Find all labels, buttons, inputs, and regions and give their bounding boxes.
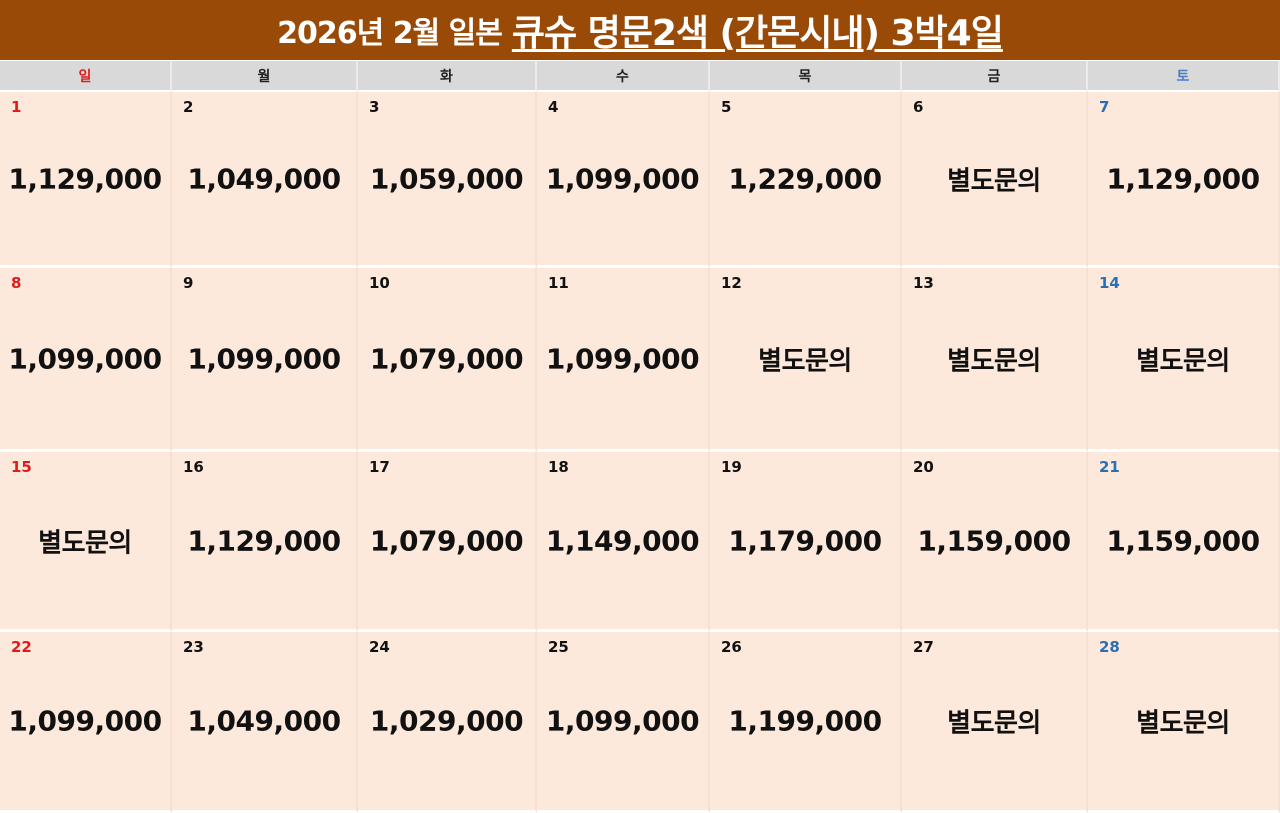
price: 1,099,000 <box>545 704 700 738</box>
price: 1,129,000 <box>187 524 341 557</box>
day-number: 12 <box>721 274 742 292</box>
day-cell: 19 1,179,000 <box>710 452 902 632</box>
day-cell: 9 1,099,000 <box>172 268 358 452</box>
day-number: 15 <box>11 458 32 476</box>
price-inquiry: 별도문의 <box>758 346 852 376</box>
day-cell: 6 별도문의 <box>902 92 1088 268</box>
day-cell: 15 별도문의 <box>0 452 172 632</box>
price: 1,099,000 <box>187 342 341 375</box>
day-number: 26 <box>721 638 742 656</box>
day-cell: 20 1,159,000 <box>902 452 1088 632</box>
day-number: 25 <box>548 638 569 656</box>
price: 1,129,000 <box>8 162 162 195</box>
price: 1,099,000 <box>8 342 162 375</box>
price-calendar: 일 월 화 수 목 금 토 1 1,129,000 2 1,049,000 3 1,0… <box>0 61 1280 813</box>
day-number: 3 <box>369 98 380 116</box>
day-number: 13 <box>913 274 934 292</box>
price: 1,099,000 <box>545 342 700 375</box>
day-cell: 4 1,099,000 <box>537 92 710 268</box>
day-number: 18 <box>548 458 569 476</box>
day-number: 1 <box>11 98 22 116</box>
day-cell: 13 별도문의 <box>902 268 1088 452</box>
day-cell: 16 1,129,000 <box>172 452 358 632</box>
title-prefix: 2026년 2월 일본 <box>277 16 503 51</box>
day-cell: 17 1,079,000 <box>358 452 537 632</box>
day-cell: 25 1,099,000 <box>537 632 710 813</box>
weekday-sat: 토 <box>1088 61 1280 92</box>
price-inquiry: 별도문의 <box>947 166 1041 196</box>
price: 1,049,000 <box>187 704 341 738</box>
price: 1,229,000 <box>728 162 882 195</box>
day-number: 6 <box>913 98 924 116</box>
day-number: 14 <box>1099 274 1120 292</box>
price-inquiry: 별도문의 <box>947 346 1041 376</box>
title-highlight: 큐슈 명문2색 (간몬시내) 3박4일 <box>511 13 1004 54</box>
day-number: 10 <box>369 274 390 292</box>
page-title: 2026년 2월 일본 큐슈 명문2색 (간몬시내) 3박4일 <box>0 0 1280 60</box>
price: 1,029,000 <box>369 704 524 738</box>
day-number: 2 <box>183 98 194 116</box>
day-cell: 27 별도문의 <box>902 632 1088 813</box>
day-cell: 28 별도문의 <box>1088 632 1280 813</box>
weekday-sun: 일 <box>0 61 172 92</box>
day-number: 28 <box>1099 638 1120 656</box>
day-number: 17 <box>369 458 390 476</box>
price: 1,199,000 <box>728 704 882 738</box>
weekday-thu: 목 <box>710 61 902 92</box>
price: 1,179,000 <box>728 524 882 557</box>
price-inquiry: 별도문의 <box>38 528 132 558</box>
price: 1,149,000 <box>545 524 700 557</box>
price: 1,059,000 <box>369 162 524 195</box>
day-number: 19 <box>721 458 742 476</box>
day-number: 11 <box>548 274 569 292</box>
price: 1,159,000 <box>917 524 1071 557</box>
price: 1,159,000 <box>1106 524 1260 557</box>
price: 1,049,000 <box>187 162 341 195</box>
day-cell: 7 1,129,000 <box>1088 92 1280 268</box>
day-cell: 18 1,149,000 <box>537 452 710 632</box>
day-cell: 24 1,029,000 <box>358 632 537 813</box>
day-cell: 5 1,229,000 <box>710 92 902 268</box>
price: 1,129,000 <box>1106 162 1260 195</box>
price: 1,079,000 <box>369 524 524 557</box>
day-cell: 26 1,199,000 <box>710 632 902 813</box>
price-inquiry: 별도문의 <box>1136 708 1230 739</box>
day-cell: 2 1,049,000 <box>172 92 358 268</box>
day-cell: 8 1,099,000 <box>0 268 172 452</box>
day-cell: 10 1,079,000 <box>358 268 537 452</box>
day-number: 20 <box>913 458 934 476</box>
day-cell: 23 1,049,000 <box>172 632 358 813</box>
weekday-fri: 금 <box>902 61 1088 92</box>
day-number: 21 <box>1099 458 1120 476</box>
day-cell: 1 1,129,000 <box>0 92 172 268</box>
weekday-mon: 월 <box>172 61 358 92</box>
day-number: 5 <box>721 98 732 116</box>
price: 1,099,000 <box>545 162 700 195</box>
weekday-wed: 수 <box>537 61 710 92</box>
day-number: 7 <box>1099 98 1110 116</box>
day-cell: 11 1,099,000 <box>537 268 710 452</box>
day-cell: 14 별도문의 <box>1088 268 1280 452</box>
price: 1,099,000 <box>8 704 162 738</box>
day-cell: 21 1,159,000 <box>1088 452 1280 632</box>
day-number: 27 <box>913 638 934 656</box>
weekday-tue: 화 <box>358 61 537 92</box>
price: 1,079,000 <box>369 342 524 375</box>
day-number: 8 <box>11 274 22 292</box>
price-inquiry: 별도문의 <box>947 708 1041 739</box>
day-cell: 22 1,099,000 <box>0 632 172 813</box>
day-number: 9 <box>183 274 194 292</box>
day-cell: 3 1,059,000 <box>358 92 537 268</box>
day-number: 4 <box>548 98 559 116</box>
day-number: 16 <box>183 458 204 476</box>
day-number: 23 <box>183 638 204 656</box>
day-number: 24 <box>369 638 390 656</box>
price-inquiry: 별도문의 <box>1136 346 1230 376</box>
day-number: 22 <box>11 638 32 656</box>
day-cell: 12 별도문의 <box>710 268 902 452</box>
